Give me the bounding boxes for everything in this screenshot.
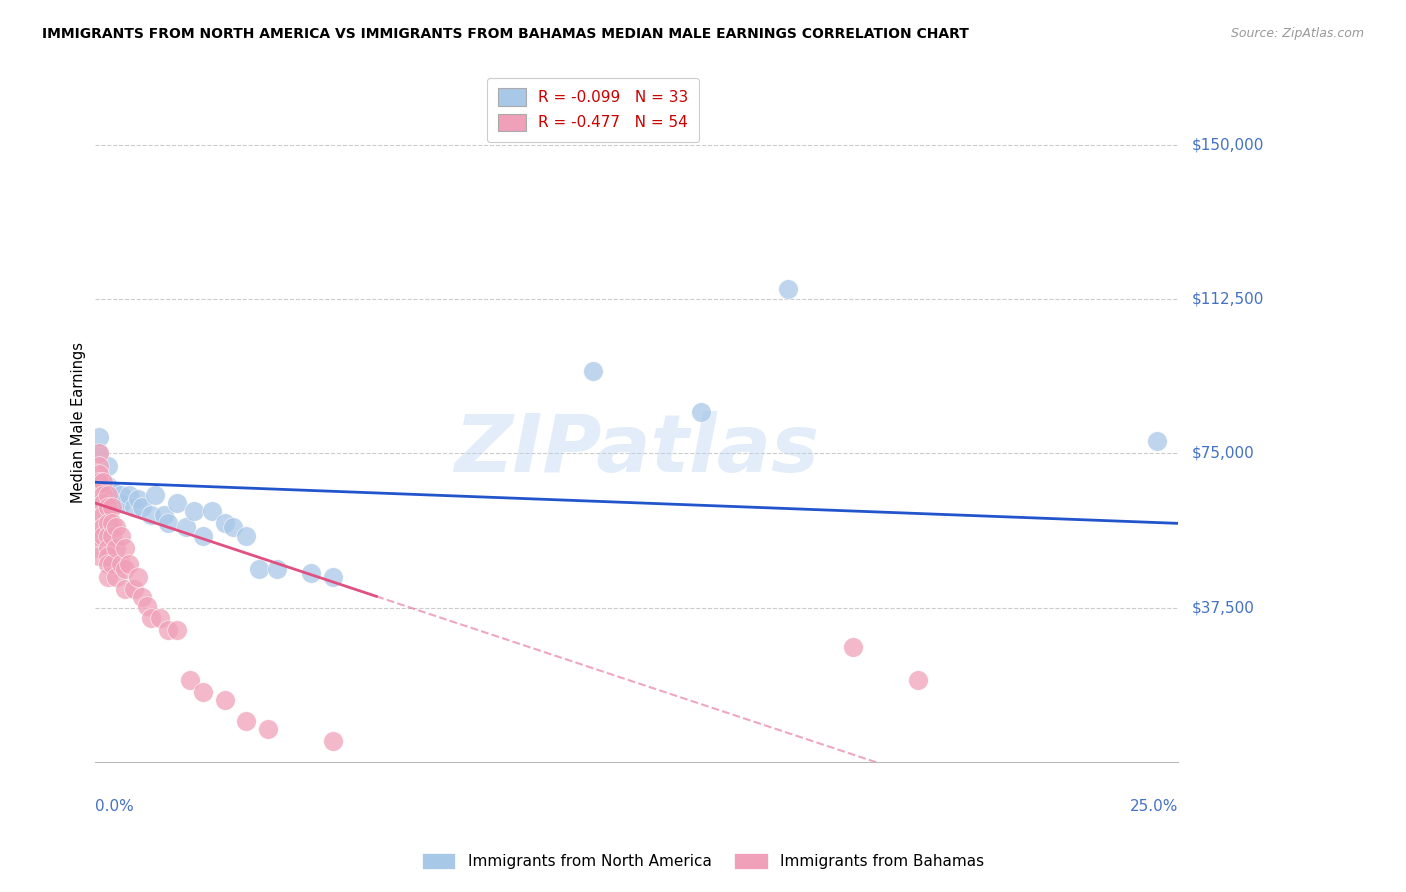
Point	[118, 558, 141, 572]
Point	[110, 529, 132, 543]
Text: ZIPatlas: ZIPatlas	[454, 411, 818, 489]
Point	[131, 500, 153, 514]
Point	[143, 487, 166, 501]
Point	[149, 611, 172, 625]
Point	[87, 458, 110, 473]
Text: $150,000: $150,000	[1192, 137, 1264, 153]
Point	[105, 496, 128, 510]
Point	[235, 529, 257, 543]
Legend: R = -0.099   N = 33, R = -0.477   N = 54: R = -0.099 N = 33, R = -0.477 N = 54	[488, 78, 699, 142]
Point	[299, 566, 322, 580]
Point	[135, 599, 157, 613]
Point	[191, 685, 214, 699]
Point	[257, 722, 280, 736]
Point	[322, 570, 344, 584]
Point	[214, 693, 236, 707]
Point	[87, 467, 110, 481]
Point	[122, 582, 145, 596]
Point	[87, 496, 110, 510]
Point	[842, 640, 865, 654]
Text: $37,500: $37,500	[1192, 600, 1256, 615]
Text: $112,500: $112,500	[1192, 292, 1264, 307]
Point	[114, 541, 136, 555]
Point	[157, 516, 180, 531]
Point	[97, 570, 120, 584]
Point	[139, 508, 162, 523]
Point	[191, 529, 214, 543]
Point	[87, 529, 110, 543]
Point	[122, 500, 145, 514]
Point	[97, 558, 120, 572]
Point	[582, 364, 605, 378]
Point	[114, 561, 136, 575]
Y-axis label: Median Male Earnings: Median Male Earnings	[72, 343, 86, 503]
Point	[87, 520, 110, 534]
Point	[91, 520, 114, 534]
Point	[153, 508, 176, 523]
Point	[87, 483, 110, 498]
Point	[157, 624, 180, 638]
Point	[127, 570, 149, 584]
Point	[91, 496, 114, 510]
Legend: Immigrants from North America, Immigrants from Bahamas: Immigrants from North America, Immigrant…	[416, 847, 990, 875]
Point	[87, 549, 110, 564]
Point	[201, 504, 224, 518]
Point	[97, 458, 120, 473]
Point	[101, 516, 124, 531]
Point	[222, 520, 245, 534]
Point	[105, 520, 128, 534]
Point	[101, 500, 124, 514]
Point	[91, 529, 114, 543]
Point	[247, 561, 270, 575]
Point	[97, 549, 120, 564]
Point	[131, 591, 153, 605]
Point	[166, 496, 188, 510]
Point	[778, 282, 800, 296]
Point	[110, 558, 132, 572]
Point	[105, 570, 128, 584]
Point	[97, 541, 120, 555]
Point	[87, 430, 110, 444]
Point	[91, 475, 114, 490]
Point	[87, 541, 110, 555]
Point	[174, 520, 197, 534]
Point	[322, 734, 344, 748]
Text: 25.0%: 25.0%	[1130, 799, 1178, 814]
Point	[97, 487, 120, 501]
Point	[690, 405, 713, 419]
Point	[235, 714, 257, 728]
Point	[114, 582, 136, 596]
Point	[166, 624, 188, 638]
Point	[1146, 434, 1168, 449]
Point	[87, 446, 110, 460]
Point	[101, 558, 124, 572]
Point	[101, 529, 124, 543]
Text: $75,000: $75,000	[1192, 446, 1254, 461]
Point	[110, 487, 132, 501]
Point	[91, 487, 114, 501]
Text: Source: ZipAtlas.com: Source: ZipAtlas.com	[1230, 27, 1364, 40]
Point	[907, 673, 929, 687]
Point	[179, 673, 201, 687]
Point	[97, 500, 120, 514]
Point	[97, 529, 120, 543]
Point	[91, 508, 114, 523]
Text: 0.0%: 0.0%	[94, 799, 134, 814]
Point	[87, 475, 110, 490]
Point	[97, 479, 120, 493]
Text: IMMIGRANTS FROM NORTH AMERICA VS IMMIGRANTS FROM BAHAMAS MEDIAN MALE EARNINGS CO: IMMIGRANTS FROM NORTH AMERICA VS IMMIGRA…	[42, 27, 969, 41]
Point	[127, 491, 149, 506]
Point	[214, 516, 236, 531]
Point	[87, 446, 110, 460]
Point	[110, 496, 132, 510]
Point	[118, 487, 141, 501]
Point	[101, 483, 124, 498]
Point	[87, 508, 110, 523]
Point	[183, 504, 205, 518]
Point	[91, 475, 114, 490]
Point	[266, 561, 288, 575]
Point	[139, 611, 162, 625]
Point	[105, 541, 128, 555]
Point	[97, 516, 120, 531]
